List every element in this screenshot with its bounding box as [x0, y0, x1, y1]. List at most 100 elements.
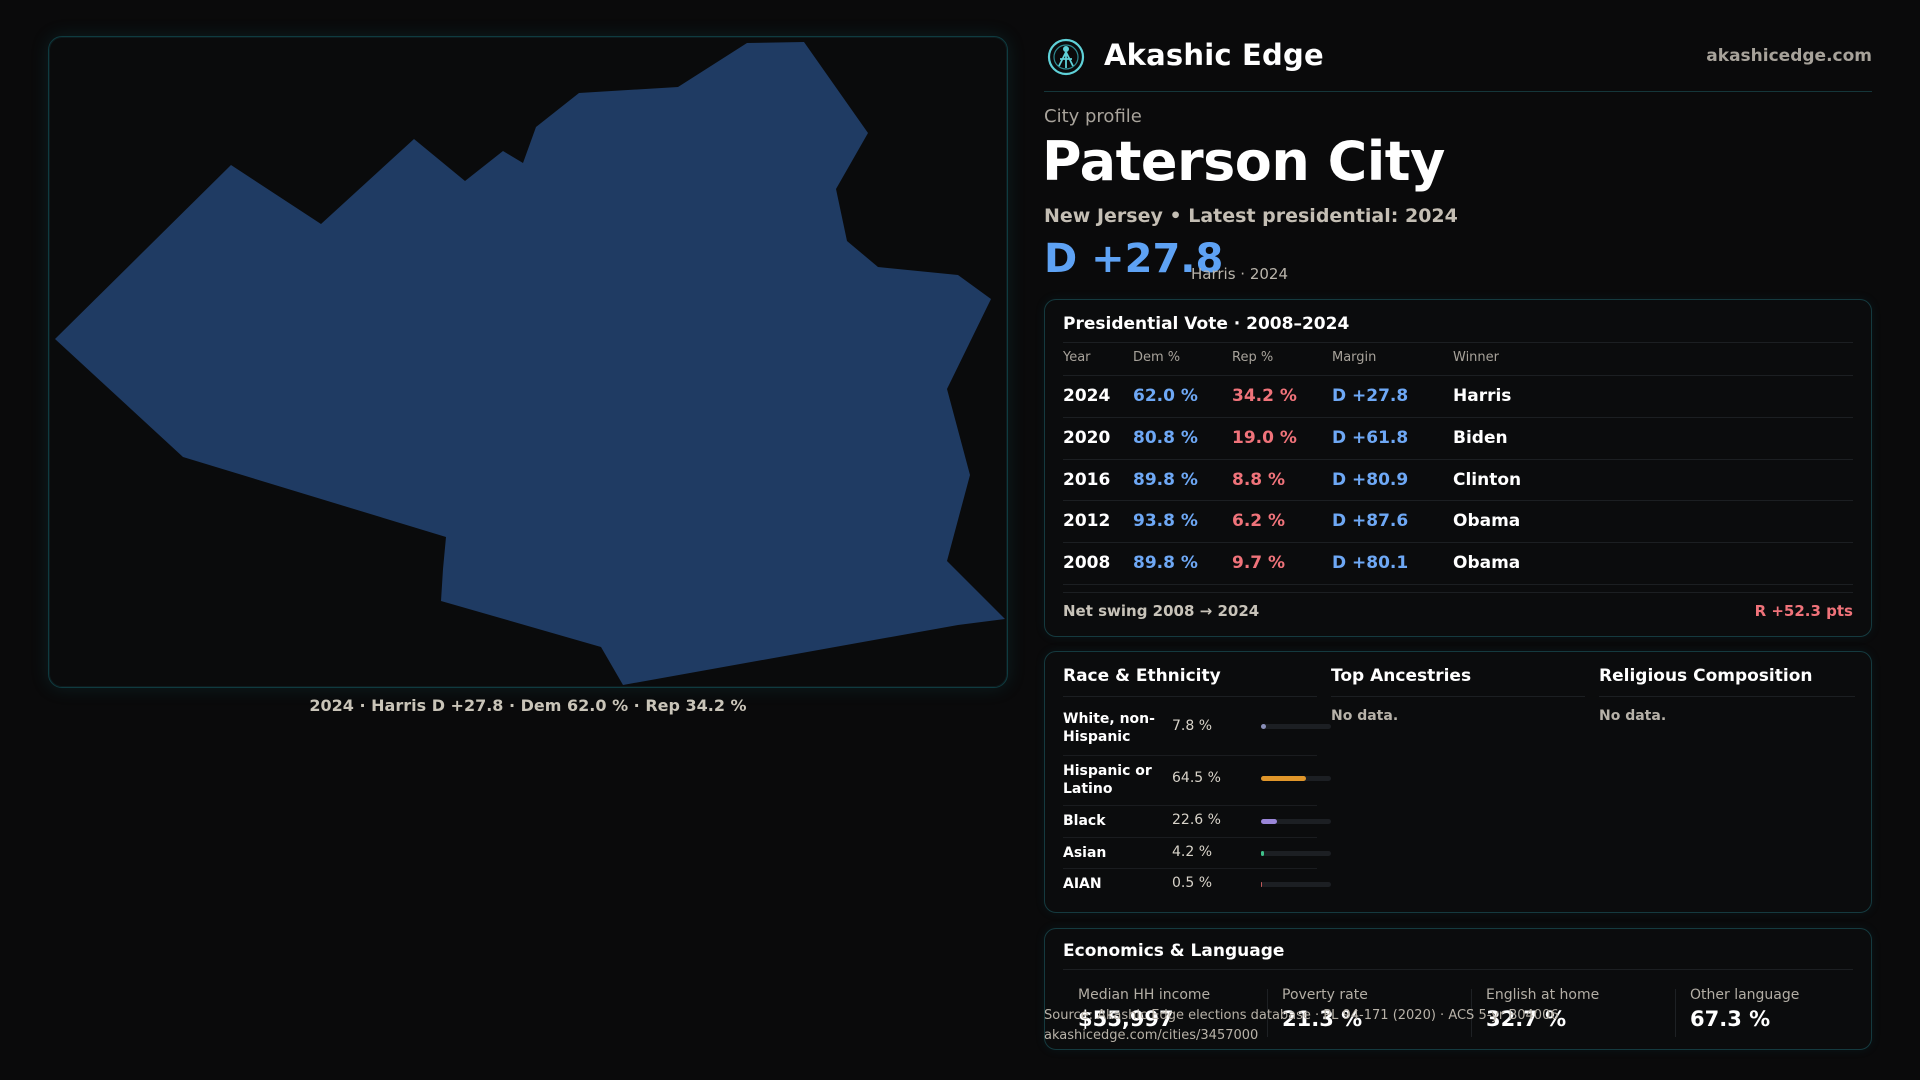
stat-value: 67.3 %: [1690, 1007, 1771, 1031]
divider: [1063, 696, 1317, 697]
race-bar: [1261, 776, 1331, 781]
presidential-vote-card: Presidential Vote · 2008–2024 Year Dem %…: [1044, 299, 1872, 637]
page-eyebrow: City profile: [1044, 106, 1142, 127]
divider: [1063, 417, 1853, 418]
divider: [1063, 342, 1853, 343]
col-header-margin: Margin: [1332, 350, 1377, 365]
race-row: AIAN 0.5 %: [1063, 869, 1331, 900]
divider: [1063, 592, 1853, 593]
cell-winner: Harris: [1453, 386, 1512, 406]
economics-title: Economics & Language: [1063, 941, 1285, 961]
race-row: Asian 4.2 %: [1063, 838, 1331, 869]
divider: [1063, 542, 1853, 543]
divider: [1063, 500, 1853, 501]
religion-title: Religious Composition: [1599, 666, 1813, 686]
race-bar-fill: [1261, 724, 1267, 729]
cell-dem: 89.8 %: [1133, 470, 1198, 490]
table-row[interactable]: 2024 62.0 % 34.2 % D +27.8 Harris: [1045, 376, 1871, 416]
race-bar-fill: [1261, 819, 1277, 824]
race-bar: [1261, 724, 1331, 729]
race-row: Black 22.6 %: [1063, 806, 1331, 838]
stat-median-income: Median HH income $55,997: [1078, 987, 1210, 1037]
race-bar: [1261, 851, 1331, 856]
divider: [1063, 969, 1853, 970]
page-title: Paterson City: [1042, 130, 1445, 193]
race-row: Hispanic or Latino 64.5 %: [1063, 756, 1331, 806]
stat-label: Other language: [1690, 987, 1800, 1003]
cell-margin: D +80.9: [1332, 470, 1409, 490]
table-row[interactable]: 2016 89.8 % 8.8 % D +80.9 Clinton: [1045, 460, 1871, 500]
source-url[interactable]: akashicedge.com/cities/3457000: [1044, 1028, 1259, 1043]
cell-dem: 62.0 %: [1133, 386, 1198, 406]
stat-english-at-home: English at home 32.7 %: [1486, 987, 1599, 1037]
race-bar-fill: [1261, 851, 1264, 856]
stat-other-language: Other language 67.3 %: [1690, 987, 1799, 1037]
cell-rep: 8.8 %: [1232, 470, 1286, 490]
akashic-edge-logo-icon[interactable]: [1047, 38, 1085, 76]
race-bar-fill: [1261, 776, 1307, 781]
divider: [1063, 375, 1853, 376]
cell-rep: 34.2 %: [1232, 386, 1297, 406]
map-caption: 2024 · Harris D +27.8 · Dem 62.0 % · Rep…: [309, 696, 747, 715]
economics-card: Economics & Language Median HH income $5…: [1044, 928, 1872, 1050]
cell-year: 2024: [1063, 386, 1111, 406]
cell-dem: 89.8 %: [1133, 553, 1198, 573]
race-pct: 22.6 %: [1172, 812, 1221, 828]
divider: [1675, 989, 1676, 1037]
city-boundary-shape: [55, 42, 1005, 685]
race-name: White, non-Hispanic: [1063, 711, 1155, 745]
race-bar-fill: [1261, 882, 1263, 887]
col-header-winner: Winner: [1453, 350, 1500, 365]
table-row[interactable]: 2008 89.8 % 9.7 % D +80.1 Obama: [1045, 543, 1871, 583]
cell-rep: 6.2 %: [1232, 511, 1286, 531]
cell-winner: Biden: [1453, 428, 1508, 448]
cell-rep: 9.7 %: [1232, 553, 1286, 573]
ancestry-empty: No data.: [1331, 708, 1399, 724]
religion-section: Religious Composition: [1599, 666, 1813, 686]
race-title: Race & Ethnicity: [1063, 666, 1221, 686]
ancestry-title: Top Ancestries: [1331, 666, 1472, 686]
religion-empty: No data.: [1599, 708, 1667, 724]
stat-label: English at home: [1486, 987, 1600, 1003]
cell-year: 2012: [1063, 511, 1111, 531]
ancestry-section: Top Ancestries: [1331, 666, 1471, 686]
net-swing-label: Net swing 2008 → 2024: [1063, 602, 1260, 620]
headline-margin: D +27.8: [1044, 236, 1224, 282]
stat-label: Poverty rate: [1282, 987, 1368, 1003]
race-name: Asian: [1063, 845, 1107, 861]
cell-rep: 19.0 %: [1232, 428, 1297, 448]
presidential-vote-title: Presidential Vote · 2008–2024: [1063, 314, 1350, 334]
race-bar: [1261, 819, 1331, 824]
brand-name: Akashic Edge: [1104, 38, 1324, 72]
cell-margin: D +61.8: [1332, 428, 1409, 448]
cell-year: 2008: [1063, 553, 1111, 573]
divider: [1267, 989, 1268, 1037]
table-row[interactable]: 2020 80.8 % 19.0 % D +61.8 Biden: [1045, 418, 1871, 458]
site-link[interactable]: akashicedge.com: [1706, 46, 1872, 66]
cell-dem: 80.8 %: [1133, 428, 1198, 448]
header: Akashic Edge akashicedge.com: [1044, 36, 1872, 92]
cell-winner: Obama: [1453, 553, 1521, 573]
city-map[interactable]: [48, 36, 1008, 688]
table-row[interactable]: 2012 93.8 % 6.2 % D +87.6 Obama: [1045, 501, 1871, 541]
race-pct: 0.5 %: [1172, 875, 1213, 891]
cell-year: 2020: [1063, 428, 1111, 448]
cell-margin: D +27.8: [1332, 386, 1409, 406]
cell-margin: D +87.6: [1332, 511, 1409, 531]
headline-margin-note: Harris · 2024: [1191, 265, 1289, 283]
stat-value: 21.3 %: [1282, 1007, 1363, 1031]
demographics-card: Race & Ethnicity White, non-Hispanic 7.8…: [1044, 651, 1872, 913]
race-pct: 7.8 %: [1172, 718, 1213, 734]
race-bar: [1261, 882, 1331, 887]
race-pct: 64.5 %: [1172, 770, 1221, 786]
stat-label: Median HH income: [1078, 987, 1211, 1003]
divider: [1063, 459, 1853, 460]
divider: [1599, 696, 1855, 697]
race-name: Black: [1063, 813, 1106, 829]
race-row: White, non-Hispanic 7.8 %: [1063, 704, 1331, 756]
cell-winner: Clinton: [1453, 470, 1522, 490]
source-citation: Source: Akashic Edge elections database …: [1044, 1008, 1559, 1023]
stat-poverty-rate: Poverty rate 21.3 %: [1282, 987, 1368, 1037]
cell-winner: Obama: [1453, 511, 1521, 531]
col-header-dem: Dem %: [1133, 350, 1181, 365]
